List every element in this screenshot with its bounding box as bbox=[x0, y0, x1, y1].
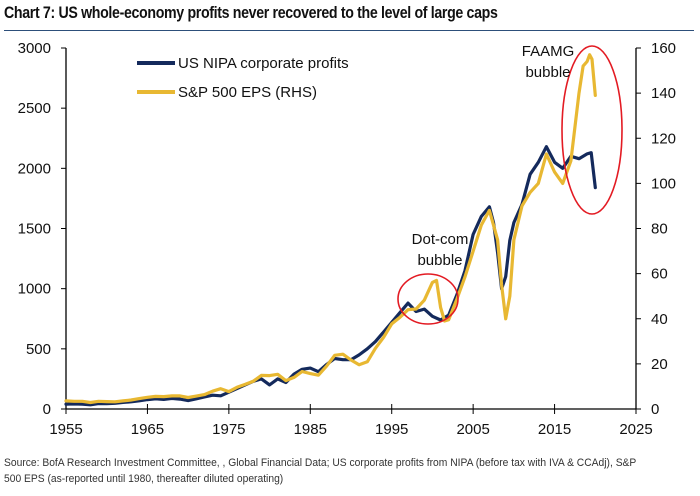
faamg-bubble-label: FAAMG bbox=[522, 43, 575, 60]
right-axis-tick-label: 140 bbox=[651, 85, 676, 102]
series-us-nipa-corporate-profits bbox=[64, 145, 597, 407]
right-axis-tick-label: 160 bbox=[651, 40, 676, 57]
left-axis-tick-label: 2000 bbox=[18, 160, 51, 177]
x-axis-tick-label: 2005 bbox=[456, 421, 489, 438]
x-axis-tick-label: 1965 bbox=[131, 421, 164, 438]
x-axis-tick-label: 1995 bbox=[375, 421, 408, 438]
right-axis-tick-label: 100 bbox=[651, 175, 676, 192]
right-axis-tick-label: 0 bbox=[651, 401, 659, 418]
dotcom-bubble-ellipse bbox=[397, 273, 459, 325]
right-axis-tick-label: 60 bbox=[651, 266, 668, 283]
right-axis-tick-label: 40 bbox=[651, 311, 668, 328]
left-axis-tick-label: 2500 bbox=[18, 100, 51, 117]
chart: 0 500 1000 1500 2000 2500 3000 0 20 40 60 80 100 120 1… bbox=[18, 40, 676, 438]
x-axis-tick-label: 2025 bbox=[619, 421, 652, 438]
annotations: Dot-com bubble FAAMG bubble bbox=[397, 43, 623, 325]
faamg-bubble-ellipse bbox=[561, 45, 623, 215]
axes: 0 500 1000 1500 2000 2500 3000 0 20 40 60 80 100 120 1… bbox=[18, 40, 676, 438]
faamg-bubble-label: bubble bbox=[525, 64, 570, 81]
series-layer bbox=[64, 53, 597, 407]
right-axis-tick-label: 120 bbox=[651, 130, 676, 147]
chart-title: Chart 7: US whole-economy profits never … bbox=[4, 4, 498, 22]
legend-label: US NIPA corporate profits bbox=[178, 55, 349, 72]
source-note: Source: BofA Research Investment Committ… bbox=[4, 457, 637, 485]
right-axis-tick-label: 80 bbox=[651, 221, 668, 238]
legend-label: S&P 500 EPS (RHS) bbox=[178, 84, 317, 101]
series-sp500-eps bbox=[64, 53, 597, 405]
x-axis-tick-label: 1975 bbox=[212, 421, 245, 438]
x-axis-tick-label: 2015 bbox=[538, 421, 571, 438]
left-axis-tick-label: 500 bbox=[26, 341, 51, 358]
right-axis-tick-label: 20 bbox=[651, 356, 668, 373]
left-axis-tick-label: 0 bbox=[43, 401, 51, 418]
title-rule bbox=[4, 30, 694, 31]
dotcom-bubble-label: Dot-com bbox=[412, 231, 469, 248]
dotcom-bubble-label: bubble bbox=[417, 252, 462, 269]
legend: US NIPA corporate profits S&P 500 EPS (RH… bbox=[137, 55, 349, 101]
left-axis-tick-label: 1000 bbox=[18, 281, 51, 298]
x-axis-tick-label: 1955 bbox=[49, 421, 82, 438]
left-axis-tick-label: 3000 bbox=[18, 40, 51, 57]
x-axis-tick-label: 1985 bbox=[294, 421, 327, 438]
left-axis-tick-label: 1500 bbox=[18, 221, 51, 238]
